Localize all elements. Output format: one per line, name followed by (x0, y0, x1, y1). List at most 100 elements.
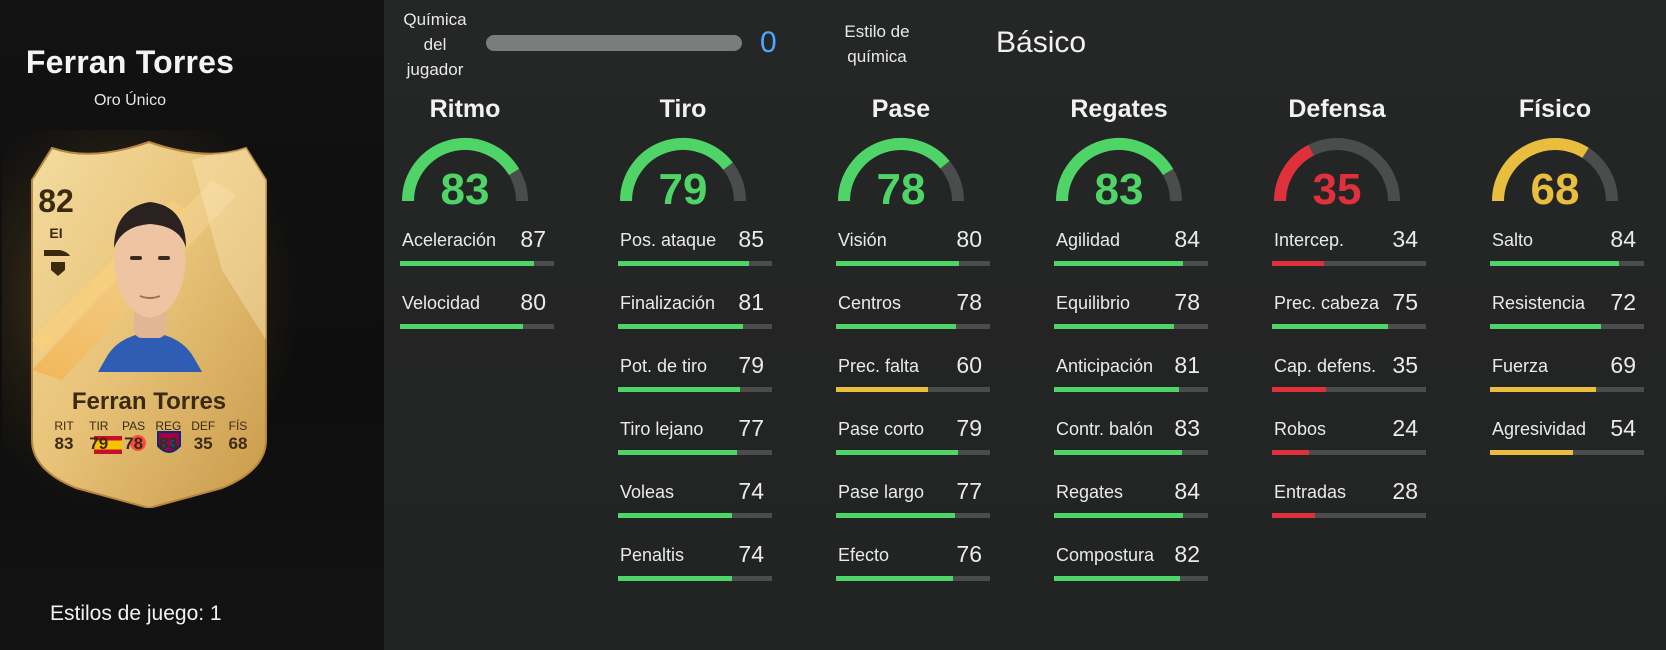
card-stat-label: REG (155, 419, 182, 433)
stat-label: Robos (1274, 419, 1327, 439)
stat-bar-fill (1272, 324, 1388, 329)
stat-bar (400, 324, 554, 329)
stat-label: Salto (1492, 230, 1534, 250)
stat-bar-fill (618, 261, 749, 266)
stat-bar-fill (1054, 387, 1179, 392)
gauge-fill (1492, 138, 1589, 202)
shield-icon (51, 262, 65, 276)
stat-value: 80 (956, 226, 982, 252)
card-stat-value: 79 (89, 434, 109, 453)
category-gauge (838, 138, 964, 202)
stat-bar (1054, 324, 1208, 329)
stat-bar-fill (618, 576, 732, 581)
card-stat-value: 35 (193, 434, 213, 453)
gauge-fill (402, 138, 520, 202)
stat-value: 85 (738, 226, 764, 252)
card-rating: 82 (38, 183, 74, 219)
stat-bar-fill (1272, 513, 1316, 518)
stat-value: 84 (1174, 226, 1200, 252)
stat-label: Agresividad (1492, 419, 1587, 439)
stat-bar (1054, 261, 1208, 266)
laliga-logo-icon (130, 435, 146, 451)
stat-bar (1490, 450, 1644, 455)
stat-row: Agilidad 84 (1054, 226, 1214, 270)
stat-bar (618, 513, 772, 518)
stat-bar-fill (1054, 261, 1184, 266)
stat-row: Velocidad 80 (400, 289, 560, 333)
stat-row: Visión 80 (836, 226, 996, 270)
stat-row: Aceleración 87 (400, 226, 560, 270)
boot-icon (44, 250, 70, 256)
stat-label: Finalización (620, 293, 716, 313)
stat-bar (1272, 513, 1426, 518)
category-value: 83 (440, 165, 490, 214)
category-value: 68 (1530, 165, 1580, 214)
stat-label: Pot. de tiro (620, 356, 708, 376)
stat-bar-fill (400, 324, 524, 329)
stat-label: Cap. defens. (1274, 356, 1377, 376)
stat-value: 83 (1174, 415, 1200, 441)
category-gauge (1274, 138, 1400, 202)
stat-value: 74 (738, 541, 764, 567)
stat-row: Equilibrio 78 (1054, 289, 1214, 333)
stat-row: Penaltis 74 (618, 541, 778, 585)
stat-bar (836, 261, 990, 266)
stat-bar (618, 324, 772, 329)
stat-row: Agresividad 54 (1490, 415, 1650, 459)
stat-value: 78 (956, 289, 982, 315)
stat-label: Tiro lejano (620, 419, 704, 439)
stat-row: Robos 24 (1272, 415, 1432, 459)
player-card[interactable]: 82 EI Ferran Torres RIT 83 TIR 79 PAS 78 REG 83… (2, 130, 302, 510)
card-stat: DEF 35 (187, 419, 219, 454)
stat-label: Prec. cabeza (1274, 293, 1380, 313)
card-stats: RIT 83 TIR 79 PAS 78 REG 83 DEF 35 FÍS 68 (48, 419, 254, 454)
category-gauge (402, 138, 528, 202)
stat-bar-fill (618, 324, 743, 329)
stat-value: 81 (1174, 352, 1200, 378)
gauge-fill (838, 138, 950, 202)
stat-bar-fill (836, 450, 958, 455)
playstyles-link[interactable]: Estilos de juego: 1 (50, 602, 222, 625)
stat-row: Pot. de tiro 79 (618, 352, 778, 396)
category-defensa: Defensa 35 Intercep. 34 Prec. cabeza 75 Cap. d… (1272, 95, 1432, 635)
stat-value: 82 (1174, 541, 1200, 567)
stat-bar-fill (1054, 576, 1181, 581)
stat-row: Prec. cabeza 75 (1272, 289, 1432, 333)
stat-row: Tiro lejano 77 (618, 415, 778, 459)
stat-label: Agilidad (1056, 230, 1121, 250)
stat-bar-fill (1490, 261, 1620, 266)
stat-bar-fill (836, 324, 957, 329)
stat-bar-fill (618, 513, 732, 518)
stat-bar (1054, 450, 1208, 455)
card-stat: TIR 79 (83, 419, 115, 454)
chem-style-value[interactable]: Básico (996, 26, 1087, 59)
category-tiro: Tiro 79 Pos. ataque 85 Finalización 81 Pot. de… (618, 95, 778, 635)
category-gauge (620, 138, 746, 202)
chemistry-bar (486, 35, 742, 51)
card-stat-value: 83 (158, 434, 178, 453)
category-value: 83 (1094, 165, 1144, 214)
player-name: Ferran Torres (25, 44, 235, 80)
stat-bar-fill (1054, 324, 1175, 329)
stat-row: Pase corto 79 (836, 415, 996, 459)
stat-bar-fill (618, 450, 737, 455)
stat-value: 84 (1174, 478, 1200, 504)
stat-bar-fill (618, 387, 740, 392)
stat-label: Pase largo (838, 482, 925, 502)
stat-bar (1054, 576, 1208, 581)
stat-label: Visión (838, 230, 887, 250)
category-gauge (1492, 138, 1618, 202)
stat-row: Efecto 76 (836, 541, 996, 585)
card-stat-label: DEF (191, 419, 216, 433)
stat-label: Regates (1056, 482, 1124, 502)
chemistry-value: 0 (760, 26, 777, 59)
stat-row: Fuerza 69 (1490, 352, 1650, 396)
stat-value: 75 (1392, 289, 1418, 315)
stat-value: 69 (1610, 352, 1636, 378)
card-stat: RIT 83 (48, 419, 80, 454)
chemistry-label: Química del jugador (403, 10, 467, 79)
stat-label: Efecto (838, 545, 890, 565)
card-stat: FÍS 68 (222, 419, 254, 454)
category-value: 78 (876, 165, 926, 214)
category-title: Físico (1518, 95, 1592, 123)
